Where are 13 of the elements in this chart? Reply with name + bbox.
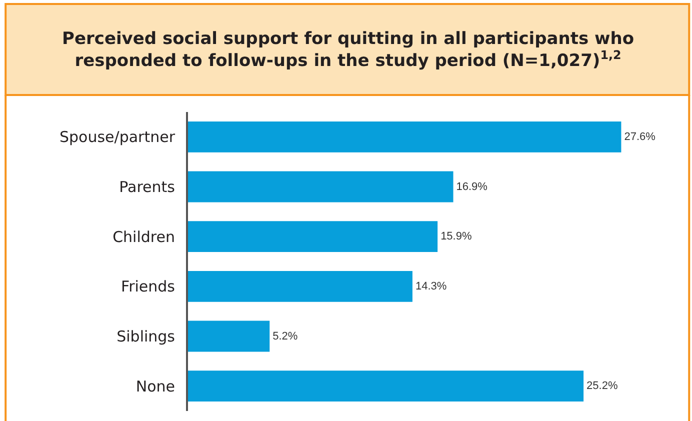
y-tick-label: Siblings xyxy=(116,328,176,346)
chart-title: Perceived social support for quitting in all participants who responded to follow-ups in the study period (N=1,027)$^{1,2}$ xyxy=(62,29,634,72)
data-label: 14.3% xyxy=(415,280,447,292)
data-label: 16.9% xyxy=(456,180,488,193)
data-label: 15.9% xyxy=(440,230,472,243)
y-tick-label: Parents xyxy=(119,178,176,196)
y-tick-label: Spouse/partner xyxy=(60,128,176,146)
data-label: 25.2% xyxy=(586,380,618,392)
data-label: 27.6% xyxy=(624,130,656,143)
y-tick-label: Children xyxy=(112,228,175,246)
y-tick-label: Friends xyxy=(121,278,176,296)
y-tick-label: None xyxy=(136,377,175,396)
data-label: 5.2% xyxy=(272,330,298,342)
